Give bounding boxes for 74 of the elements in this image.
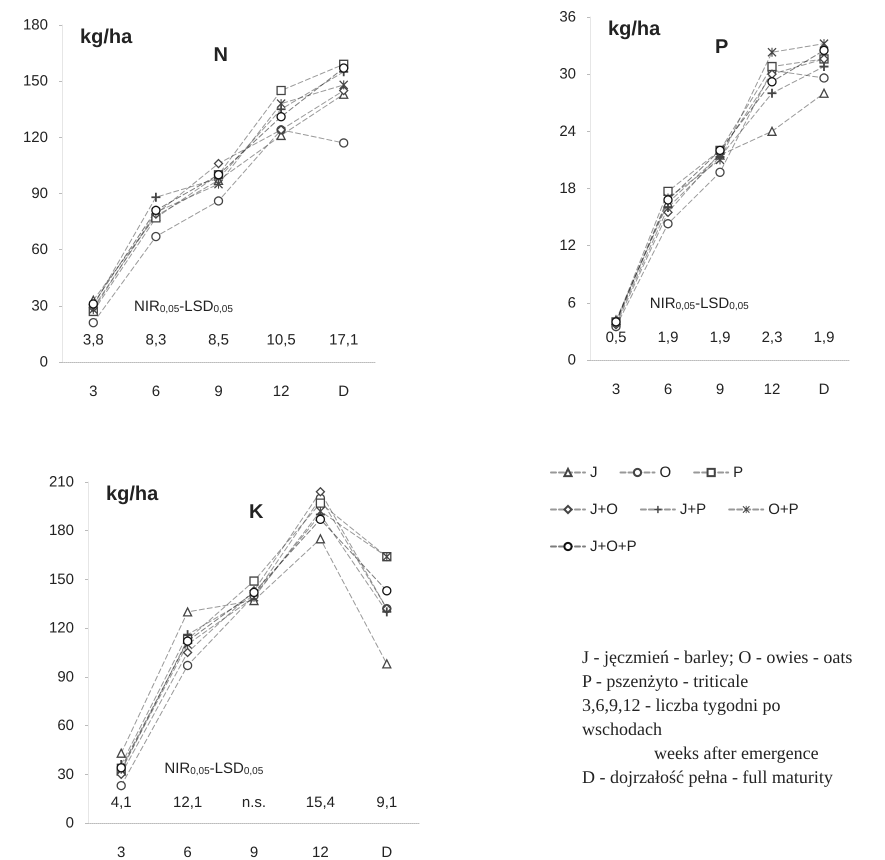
annotation: 4,1 [110, 794, 132, 812]
legend-label: P [733, 464, 744, 481]
x-tick-label: 12 [272, 383, 290, 400]
x-tick-label: 12 [312, 844, 329, 860]
text: J - jęczmień - barley; O - owies - oats [582, 647, 852, 667]
y-tick-label: 24 [559, 122, 576, 140]
text: P [715, 36, 728, 58]
y-tick-label: 36 [559, 8, 576, 26]
annotation: 0,5 [606, 329, 626, 346]
y-tick-label: 210 [48, 474, 74, 490]
annotation: 1,9 [710, 329, 730, 346]
text: wschodach [582, 719, 662, 739]
annotation: 1,9 [658, 329, 678, 346]
text: 3,6,9,12 - liczba tygodni po [582, 695, 780, 715]
annotation: 3,8 [82, 332, 104, 349]
legend-label: O [660, 464, 672, 481]
annotation: 8,3 [145, 332, 166, 349]
annotation: 8,5 [208, 332, 229, 349]
annotation: 12,1 [173, 794, 202, 812]
y-tick-label: 6 [568, 294, 576, 312]
x-tick-label: 12 [764, 381, 780, 398]
y-tick-label: 30 [559, 66, 576, 83]
annotation: NIR0,05-LSD0,05 [650, 294, 750, 312]
legend-label: J+O [590, 501, 618, 518]
x-tick-label: 6 [183, 844, 192, 860]
y-tick-label: 90 [57, 668, 74, 686]
y-tick-label: 0 [66, 814, 74, 832]
text: D - dojrzałość pełna - full maturity [582, 767, 833, 787]
annotation: 9,1 [376, 794, 398, 812]
y-tick-label: 90 [31, 185, 48, 202]
y-tick-label: 0 [568, 352, 576, 368]
annotation: 1,9 [814, 329, 834, 346]
legend-label: J+P [680, 501, 706, 518]
x-tick-label: 3 [612, 381, 620, 398]
annotation: n.s. [242, 794, 266, 812]
y-tick-label: 0 [40, 354, 48, 370]
text: N [214, 44, 228, 66]
y-tick-label: 30 [57, 766, 74, 783]
y-axis-title: kg/ha [608, 18, 662, 40]
x-tick-label: 6 [664, 381, 672, 398]
x-tick-label: 3 [117, 844, 126, 860]
annotation: NIR0,05-LSD0,05 [134, 298, 234, 315]
text: weeks after emergence [582, 743, 819, 763]
annotation: 17,1 [329, 332, 358, 349]
y-tick-label: 180 [22, 16, 48, 34]
x-tick-label: 3 [89, 383, 98, 400]
annotation: 2,3 [762, 329, 782, 346]
y-tick-label: 120 [22, 128, 48, 146]
text: K [249, 501, 264, 523]
annotation: NIR0,05-LSD0,05 [164, 760, 264, 777]
annotation: 10,5 [266, 332, 296, 349]
y-tick-label: 60 [57, 717, 74, 734]
y-axis-title: kg/ha [80, 26, 134, 48]
y-tick-label: 180 [48, 522, 74, 540]
y-tick-label: 60 [31, 241, 48, 258]
y-axis-title: kg/ha [106, 483, 160, 505]
x-tick-label: 9 [214, 383, 223, 400]
x-tick-label: D [818, 381, 830, 398]
y-tick-label: 150 [48, 570, 74, 588]
x-tick-label: D [381, 844, 392, 860]
legend-label: J [590, 464, 598, 481]
y-tick-label: 150 [22, 72, 48, 90]
x-tick-label: 9 [250, 844, 258, 860]
x-tick-label: 9 [716, 381, 724, 398]
annotation: 15,4 [306, 794, 335, 812]
y-tick-label: 18 [559, 180, 576, 197]
x-tick-label: 6 [152, 383, 160, 400]
y-tick-label: 30 [31, 297, 48, 314]
x-tick-label: D [338, 383, 350, 400]
y-tick-label: 12 [559, 237, 576, 254]
text: P - pszenżyto - triticale [582, 671, 748, 691]
legend-label: J+O+P [590, 538, 637, 555]
legend-label: O+P [768, 501, 799, 518]
y-tick-label: 120 [48, 620, 74, 637]
